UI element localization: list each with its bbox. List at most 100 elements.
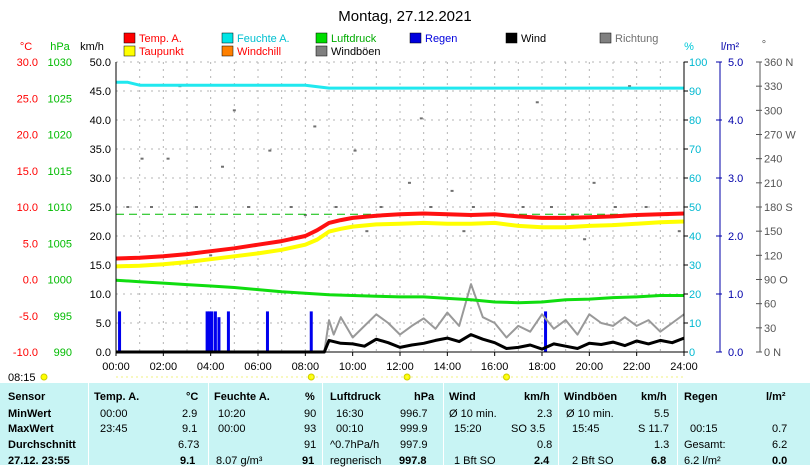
humidity-axis-tick-label: 0 (689, 347, 695, 359)
humidity-axis-tick-label: 70 (689, 144, 701, 156)
direction-axis-tick-label: 60 (764, 299, 776, 311)
stats-cell: 91 (302, 455, 315, 467)
humidity-axis-tick-label: 80 (689, 115, 701, 127)
legend-swatch (505, 32, 518, 44)
sun-icon (40, 373, 48, 381)
rain-bar (544, 311, 548, 352)
legend-swatch (315, 32, 328, 44)
divider (208, 383, 209, 465)
series-lines (115, 80, 685, 354)
x-tick-label: 22:00 (623, 361, 651, 373)
legend-label: Windchill (237, 46, 281, 58)
humidity-axis-tick-label: 10 (689, 318, 701, 330)
rain-axis-tick-label: 2.0 (728, 231, 743, 243)
stats-header-sensor: Sensor (8, 391, 46, 403)
direction-dot (150, 206, 153, 208)
series-line-gust (116, 283, 685, 353)
direction-dot (140, 157, 144, 160)
rain-axis-tick-label: 5.0 (728, 57, 743, 69)
axes: 30.025.020.015.010.05.00.0-5.0-10.010301… (13, 57, 796, 373)
statistics-panel: Sensor Temp. A. °C Feuchte A. % Luftdruc… (0, 383, 810, 467)
stats-cell: SO 3.5 (511, 423, 546, 435)
direction-dot (471, 206, 475, 208)
x-tick-label: 16:00 (481, 361, 509, 373)
stats-cell: regnerisch (330, 455, 382, 467)
stats-cell: 90 (304, 408, 317, 420)
stats-cell: 23:45 (100, 423, 128, 435)
stats-cell: Gesamt: (684, 439, 726, 451)
direction-axis-tick-label: 90 O (764, 275, 788, 287)
direction-dot (571, 214, 575, 217)
stats-cell: 91 (304, 439, 317, 451)
legend: Temp. A. Feuchte A. Luftdruck Regen Wind Rich… (123, 32, 658, 58)
direction-axis-tick-label: 330 (764, 81, 782, 93)
direction-dot (353, 149, 357, 152)
axis-unit-hum: % (684, 41, 694, 53)
wind-axis-tick-label: 30.0 (90, 173, 111, 185)
x-tick-label: 00:00 (102, 361, 130, 373)
stats-cell: 00:00 (218, 423, 246, 435)
rain-bar (226, 311, 230, 352)
stats-cell: ^0.7hPa/h (330, 439, 380, 451)
humidity-axis-tick-label: 60 (689, 173, 701, 185)
legend-swatch (315, 45, 328, 57)
x-tick-label: 18:00 (528, 361, 556, 373)
stats-cell: 00:10 (336, 423, 364, 435)
stats-header-rain: Regen (684, 391, 718, 403)
rain-bar (213, 311, 217, 352)
temp-axis-tick-label: -10.0 (13, 347, 38, 359)
legend-swatch (221, 45, 234, 57)
rain-bar (207, 311, 211, 352)
rain-bars (118, 311, 548, 352)
pressure-axis-tick-label: 1015 (48, 166, 72, 178)
direction-dot (628, 85, 632, 88)
x-tick-label: 24:00 (670, 361, 698, 373)
direction-axis-tick-label: 360 N (764, 57, 793, 69)
stats-cell: 00:15 (690, 423, 718, 435)
direction-dot (583, 238, 587, 241)
divider (677, 383, 678, 465)
wind-axis-tick-label: 50.0 (90, 57, 111, 69)
direction-dot (521, 206, 525, 208)
legend-swatch (409, 32, 422, 44)
x-tick-label: 02:00 (150, 361, 178, 373)
divider (558, 383, 559, 465)
pressure-axis-tick-label: 1025 (48, 93, 72, 105)
direction-dot (334, 206, 338, 208)
direction-dot (677, 230, 681, 233)
direction-axis-tick-label: 210 (764, 178, 782, 190)
wind-axis-tick-label: 15.0 (90, 260, 111, 272)
stats-header-hum-unit: % (305, 391, 315, 403)
legend-swatch (123, 32, 136, 44)
temp-axis-tick-label: 25.0 (17, 93, 38, 105)
series-line-press (115, 278, 684, 305)
stats-header-wind: Wind (449, 391, 476, 403)
legend-label: Richtung (615, 33, 658, 45)
stats-cell: 0.0 (772, 455, 788, 467)
direction-dot (221, 165, 224, 168)
direction-dot (549, 206, 553, 208)
direction-dot (126, 206, 130, 208)
temp-axis-tick-label: 15.0 (17, 166, 38, 178)
humidity-axis-tick-label: 40 (689, 231, 701, 243)
direction-axis-tick-label: 0 N (764, 347, 781, 359)
axis-unit-press: hPa (50, 41, 70, 53)
direction-axis-tick-label: 150 (764, 226, 782, 238)
temp-axis-tick-label: -5.0 (19, 311, 38, 323)
divider (88, 383, 89, 465)
axis-unit-rain: l/m² (721, 41, 740, 53)
rain-axis-tick-label: 4.0 (728, 115, 743, 127)
direction-dot (365, 230, 369, 233)
direction-dot (429, 206, 433, 208)
divider (443, 383, 444, 465)
stats-cell: 10:20 (218, 408, 246, 420)
stats-cell: 00:00 (100, 408, 128, 420)
humidity-axis-tick-label: 50 (689, 202, 701, 214)
sunrise-time: 08:15 (8, 372, 36, 383)
wind-axis-tick-label: 0.0 (96, 347, 111, 359)
direction-axis-tick-label: 300 (764, 105, 782, 117)
plot-area (116, 62, 684, 352)
direction-axis-tick-label: 120 (764, 250, 782, 262)
temp-axis-tick-label: 10.0 (17, 202, 38, 214)
stats-cell: 2.4 (534, 455, 550, 467)
